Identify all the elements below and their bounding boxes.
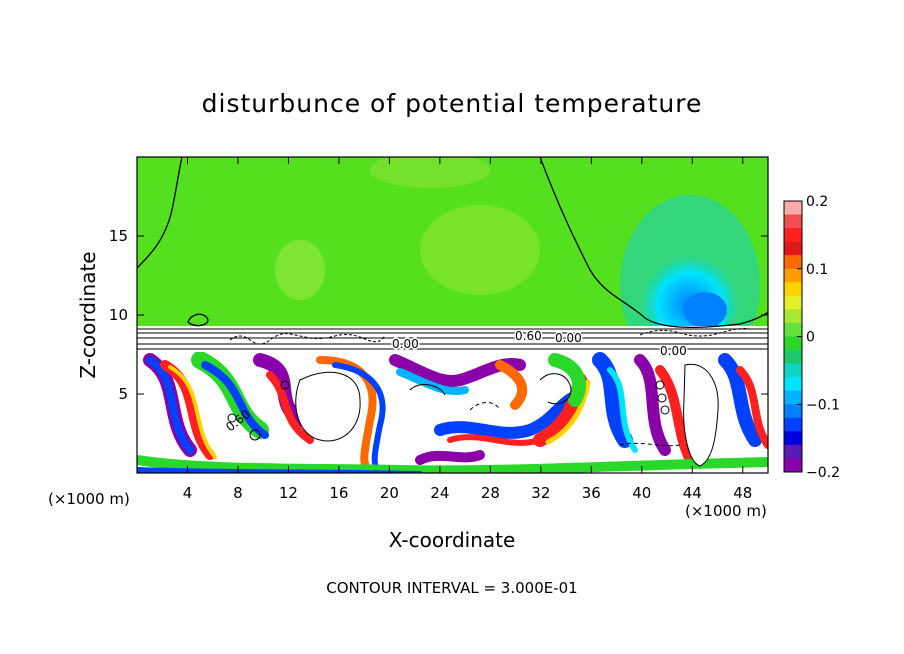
colorbar-swatch: [784, 377, 802, 392]
y-axis: 5 10 15: [109, 227, 768, 403]
colorbar-axis: 0.2 0.1 0 −0.1 −0.2: [797, 194, 840, 481]
colorbar-swatch: [784, 350, 802, 365]
contour-lines: [137, 157, 768, 329]
colorbar-swatch: [784, 417, 802, 432]
y-tick-label: 10: [109, 306, 128, 324]
colorbar-tick-label: −0.2: [806, 465, 840, 481]
colorbar-tick-label: 0.2: [806, 194, 828, 210]
heatmap-field: [137, 157, 768, 473]
x-tick-label: 40: [632, 484, 651, 502]
x-unit-label-right: (×1000 m): [685, 502, 767, 520]
colorbar-swatch: [784, 431, 802, 446]
colorbar-swatch: [784, 309, 802, 324]
y-tick-label: 5: [118, 385, 128, 403]
x-tick-label: 20: [380, 484, 399, 502]
colorbar-swatch: [784, 201, 802, 216]
colorbar-swatch: [784, 228, 802, 243]
colorbar-swatch: [784, 444, 802, 459]
x-tick-label: 48: [733, 484, 752, 502]
x-axis-label: X-coordinate: [389, 528, 516, 552]
white-region: [683, 364, 719, 466]
colorbar-swatch: [784, 336, 802, 351]
colorbar: [783, 200, 803, 473]
cyan-anomaly-core: [683, 292, 727, 328]
x-tick-label: 32: [531, 484, 550, 502]
upper-warm-patch: [420, 205, 540, 295]
chart-title: disturbunce of potential temperature: [202, 89, 703, 118]
colorbar-tick-label: 0: [806, 330, 815, 346]
layer-band: [137, 326, 768, 352]
colorbar-swatch: [784, 282, 802, 297]
x-axis: 4 8 12 16 20 24 28 32 36 40 44 48: [183, 157, 752, 502]
x-tick-label: 24: [430, 484, 449, 502]
colorbar-swatch: [784, 241, 802, 256]
colorbar-swatch: [784, 390, 802, 405]
x-tick-label: 8: [233, 484, 243, 502]
upper-warm-patch: [275, 240, 325, 300]
colorbar-swatch: [784, 295, 802, 310]
white-region: [295, 372, 361, 441]
layer-band-lines: [137, 328, 768, 350]
colorbar-swatch: [784, 363, 802, 378]
y-axis-label: Z-coordinate: [76, 251, 100, 378]
x-tick-label: 36: [582, 484, 601, 502]
x-tick-label: 28: [481, 484, 500, 502]
colorbar-swatch: [784, 255, 802, 270]
x-tick-label: 44: [683, 484, 702, 502]
contour-label: 0.00: [392, 337, 419, 351]
colorbar-swatch: [784, 458, 802, 473]
contour-label: 0.60: [515, 329, 542, 343]
colorbar-swatch: [784, 404, 802, 419]
colorbar-swatch: [784, 268, 802, 283]
x-tick-label: 16: [329, 484, 348, 502]
x-unit-label-left: (×1000 m): [48, 490, 130, 508]
contour-label: 0.00: [660, 344, 687, 358]
lower-field: [137, 352, 768, 473]
colorbar-tick-label: −0.1: [806, 397, 840, 413]
colorbar-swatch: [784, 322, 802, 337]
y-tick-label: 15: [109, 227, 128, 245]
contour-label: 0.00: [555, 331, 582, 345]
x-tick-label: 12: [279, 484, 298, 502]
contour-interval-note: CONTOUR INTERVAL = 3.000E-01: [326, 579, 577, 597]
colorbar-tick-label: 0.1: [806, 262, 828, 278]
upper-warm-patch: [370, 157, 490, 188]
x-tick-label: 4: [183, 484, 193, 502]
colorbar-swatch: [784, 214, 802, 229]
